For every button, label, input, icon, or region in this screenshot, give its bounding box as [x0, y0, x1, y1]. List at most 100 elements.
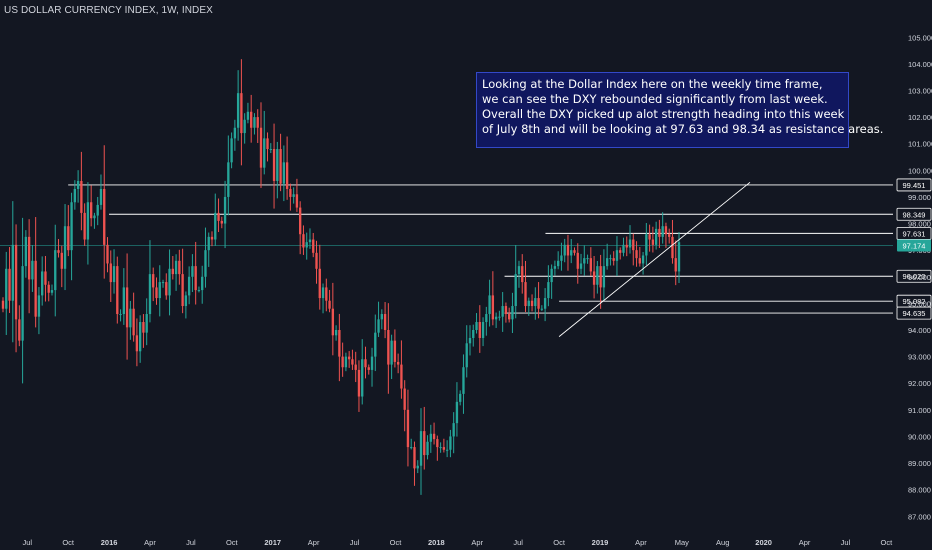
- level-label: 94.635: [903, 309, 926, 318]
- candle-body: [210, 236, 214, 240]
- time-tick-label: 2017: [264, 538, 281, 547]
- candle-body: [279, 149, 282, 184]
- candle-body: [622, 244, 625, 253]
- candle-body: [73, 188, 77, 203]
- price-tick-label: 91.000: [908, 406, 931, 415]
- candle-body: [214, 212, 217, 240]
- candle-body: [285, 162, 289, 189]
- support-trendline: [558, 181, 751, 337]
- candle-body: [589, 258, 593, 272]
- candle-body: [161, 282, 165, 284]
- candle-body: [370, 356, 374, 370]
- candle-body: [596, 266, 599, 285]
- candle-body: [436, 439, 439, 448]
- candle-body: [383, 314, 387, 330]
- candle-body: [60, 252, 63, 269]
- candle-body: [142, 322, 145, 333]
- candle-body: [432, 433, 436, 440]
- price-tick-label: 92.000: [908, 379, 931, 388]
- candle-body: [250, 111, 253, 128]
- current-price-tag: [897, 239, 931, 252]
- candle-body: [103, 188, 106, 245]
- candle-body: [204, 250, 207, 277]
- time-tick-label: Jul: [22, 538, 32, 547]
- candle-body: [501, 306, 504, 317]
- candle-body: [654, 228, 658, 245]
- candle-body: [145, 314, 148, 333]
- time-tick-label: Oct: [62, 538, 75, 547]
- annotation-box[interactable]: Looking at the Dollar Index here on the …: [476, 72, 883, 148]
- chart-title: US DOLLAR CURRENCY INDEX, 1W, INDEX: [4, 5, 213, 16]
- candle-body: [282, 162, 286, 184]
- candle-body: [246, 111, 250, 120]
- candle-body: [34, 260, 37, 317]
- annotation-line: Looking at the Dollar Index here on the …: [482, 77, 823, 91]
- level-tag: [896, 269, 932, 283]
- candle-body: [641, 255, 645, 264]
- candle-body: [462, 367, 465, 394]
- candle-body: [236, 93, 240, 128]
- candle-body: [517, 266, 521, 275]
- candle-body: [112, 266, 116, 283]
- candle-body: [530, 300, 534, 307]
- candle-body: [269, 149, 272, 151]
- candle-body: [583, 258, 586, 264]
- candle-body: [135, 335, 139, 352]
- level-label: 95.082: [903, 297, 926, 306]
- candle-body: [18, 319, 21, 341]
- price-tick-label: 88.000: [908, 486, 931, 495]
- candle-body: [63, 226, 67, 269]
- candle-body: [367, 367, 370, 370]
- candle-body: [21, 266, 24, 341]
- candle-body: [380, 314, 383, 320]
- candle-body: [390, 340, 393, 365]
- candle-body: [396, 361, 400, 365]
- candle-body: [586, 258, 589, 260]
- candle-body: [645, 234, 648, 256]
- candle-body: [419, 431, 423, 466]
- candle-body: [570, 250, 573, 256]
- candle-body: [344, 356, 348, 368]
- candle-body: [488, 295, 491, 315]
- candle-body: [498, 316, 501, 318]
- candle-body: [315, 252, 318, 269]
- candle-body: [184, 295, 188, 307]
- level-tag: [896, 207, 932, 221]
- candle-body: [230, 138, 233, 163]
- candle-body: [651, 239, 655, 245]
- candle-body: [442, 447, 446, 450]
- candle-body: [602, 266, 606, 288]
- price-tick-label: 100.000: [908, 166, 932, 175]
- time-tick-label: Oct: [390, 538, 403, 547]
- price-tick-label: 102.000: [908, 113, 932, 122]
- candle-body: [347, 356, 351, 360]
- time-tick-label: Aug: [716, 538, 729, 547]
- time-tick-label: May: [675, 538, 689, 547]
- candle-body: [387, 329, 390, 365]
- level-tag: [896, 226, 932, 240]
- candle-body: [504, 306, 508, 315]
- candle-body: [181, 274, 184, 307]
- level-label: 98.349: [903, 210, 926, 219]
- time-tick-label: Apr: [308, 538, 320, 547]
- candle-body: [550, 268, 553, 283]
- candle-body: [272, 149, 276, 181]
- candle-body: [524, 282, 527, 307]
- price-tick-label: 90.000: [908, 432, 931, 441]
- candle-body: [217, 212, 220, 221]
- candle-body: [109, 263, 112, 283]
- candle-body: [612, 258, 615, 261]
- current-price-label: 97.174: [903, 242, 926, 251]
- candle-body: [233, 127, 237, 139]
- candle-body: [625, 244, 628, 248]
- candle-body: [534, 298, 537, 307]
- candle-body: [119, 314, 122, 316]
- candle-body: [537, 298, 540, 309]
- candle-body: [174, 260, 178, 275]
- candle-body: [556, 260, 560, 267]
- candle-body: [207, 236, 210, 251]
- candle-body: [44, 271, 47, 285]
- candle-body: [80, 180, 83, 213]
